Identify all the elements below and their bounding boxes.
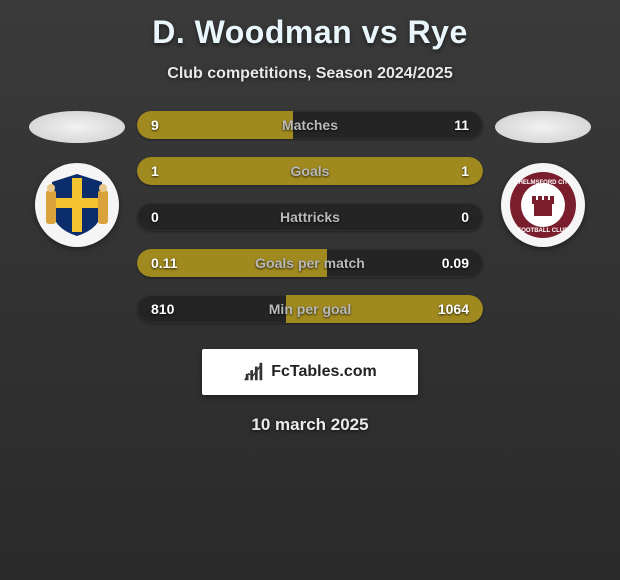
stat-label: Min per goal [269, 301, 351, 317]
stat-value-left: 9 [151, 117, 159, 133]
bar-fill-left [137, 157, 310, 185]
stat-value-right: 0.09 [442, 255, 469, 271]
stat-label: Goals per match [255, 255, 365, 271]
stat-row-goals: 1 Goals 1 [137, 157, 483, 185]
stat-row-matches: 9 Matches 11 [137, 111, 483, 139]
left-team-column [27, 111, 127, 247]
stat-value-left: 1 [151, 163, 159, 179]
stat-value-right: 1 [461, 163, 469, 179]
left-player-ellipse [29, 111, 125, 143]
bar-fill-left [137, 111, 293, 139]
left-team-crest [35, 163, 119, 247]
stat-value-right: 0 [461, 209, 469, 225]
stat-value-right: 1064 [438, 301, 469, 317]
brand-link[interactable]: FcTables.com [202, 349, 418, 395]
stat-value-left: 0 [151, 209, 159, 225]
right-player-ellipse [495, 111, 591, 143]
right-team-column: CHELMSFORD CITY FOOTBALL CLUB [493, 111, 593, 247]
svg-text:CHELMSFORD CITY: CHELMSFORD CITY [514, 180, 572, 186]
stat-bars: 9 Matches 11 1 Goals 1 0 Hattricks 0 [137, 111, 483, 323]
bar-chart-icon [243, 361, 265, 383]
stat-row-hattricks: 0 Hattricks 0 [137, 203, 483, 231]
svg-text:FOOTBALL CLUB: FOOTBALL CLUB [518, 228, 570, 234]
stat-label: Goals [291, 163, 330, 179]
page-title: D. Woodman vs Rye [152, 14, 468, 51]
stat-row-min-per-goal: 810 Min per goal 1064 [137, 295, 483, 323]
comparison-card: D. Woodman vs Rye Club competitions, Sea… [0, 0, 620, 435]
stat-label: Matches [282, 117, 338, 133]
page-subtitle: Club competitions, Season 2024/2025 [167, 65, 452, 83]
right-team-crest: CHELMSFORD CITY FOOTBALL CLUB [501, 163, 585, 247]
stat-label: Hattricks [280, 209, 340, 225]
brand-text: FcTables.com [271, 363, 377, 381]
st-albans-crest-icon [42, 170, 112, 240]
chelmsford-crest-icon: CHELMSFORD CITY FOOTBALL CLUB [508, 170, 578, 240]
main-row: 9 Matches 11 1 Goals 1 0 Hattricks 0 [0, 111, 620, 323]
stat-value-left: 810 [151, 301, 174, 317]
stat-row-goals-per-match: 0.11 Goals per match 0.09 [137, 249, 483, 277]
stat-value-left: 0.11 [151, 255, 177, 271]
bar-fill-right [310, 157, 483, 185]
stat-value-right: 11 [454, 117, 469, 133]
footer-date: 10 march 2025 [251, 415, 368, 435]
